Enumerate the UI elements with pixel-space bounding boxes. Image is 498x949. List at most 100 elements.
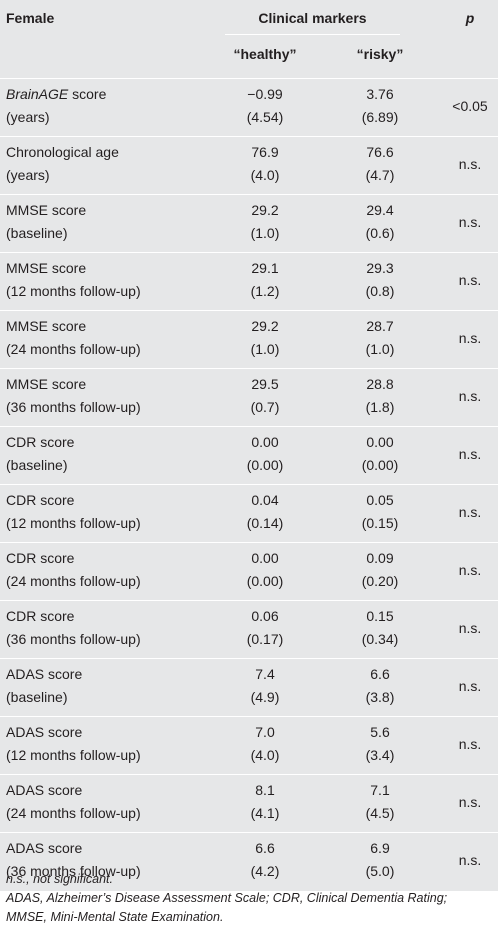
footnote-ns: n.s., not significant. (6, 872, 114, 886)
cell-risky-mean: 76.6 (366, 144, 394, 160)
footnote-abbreviations: ADAS, Alzheimer’s Disease Assessment Sca… (6, 891, 448, 905)
cell-p-value: n.s. (458, 446, 482, 462)
row-divider (0, 426, 498, 427)
cell-healthy-sd: (4.2) (250, 863, 280, 879)
cell-healthy-sd: (1.0) (250, 341, 280, 357)
cell-healthy-sd: (0.7) (250, 399, 280, 415)
cell-healthy-sd: (4.9) (250, 689, 280, 705)
cell-healthy-mean: 6.6 (255, 840, 275, 856)
row-divider (0, 194, 498, 195)
row-measure-sublabel: (24 months follow-up) (6, 341, 141, 357)
row-divider (0, 484, 498, 485)
row-divider (0, 774, 498, 775)
column-group-clinical-markers: Clinical markers (258, 10, 367, 26)
cell-p-value: <0.05 (452, 98, 488, 114)
cell-healthy-sd: (0.00) (246, 457, 284, 473)
row-measure-label: MMSE score (6, 260, 87, 276)
row-divider (0, 832, 498, 833)
column-header-risky: “risky” (356, 46, 404, 62)
cell-p-value: n.s. (458, 330, 482, 346)
cell-healthy-mean: 0.00 (251, 550, 279, 566)
cell-risky-sd: (0.20) (361, 573, 399, 589)
row-measure-sublabel: (years) (6, 109, 50, 125)
row-measure-sublabel: (36 months follow-up) (6, 631, 141, 647)
cell-risky-sd: (6.89) (361, 109, 399, 125)
cell-risky-sd: (3.8) (365, 689, 395, 705)
cell-p-value: n.s. (458, 736, 482, 752)
row-divider (0, 658, 498, 659)
row-divider (0, 78, 498, 79)
row-measure-sublabel: (years) (6, 167, 50, 183)
row-measure-label: MMSE score (6, 318, 87, 334)
row-measure-sublabel: (36 months follow-up) (6, 863, 141, 879)
cell-risky-mean: 0.09 (366, 550, 394, 566)
table-row: CDR score (36 months follow-up) 0.06 (0.17)… (0, 601, 498, 659)
cell-risky-mean: 7.1 (370, 782, 390, 798)
cell-healthy-mean: 29.2 (251, 318, 279, 334)
cell-healthy-sd: (0.00) (246, 573, 284, 589)
cell-p-value: n.s. (458, 388, 482, 404)
cell-risky-sd: (1.8) (365, 399, 395, 415)
table-row: ADAS score (36 months follow-up) 6.6 (4.2) 6… (0, 833, 498, 891)
cell-risky-mean: 0.15 (366, 608, 394, 624)
table-header: Female Clinical markers p “healthy” “ris… (0, 0, 498, 78)
table-row: MMSE score (36 months follow-up) 29.5 (0.7)… (0, 369, 498, 427)
cell-healthy-sd: (1.2) (250, 283, 280, 299)
cell-risky-sd: (1.0) (365, 341, 395, 357)
row-divider (0, 542, 498, 543)
row-measure-label: BrainAGE score (6, 84, 106, 104)
table-row: CDR score (baseline) 0.00 (0.00) 0.00 (0.00) n… (0, 427, 498, 485)
cell-healthy-mean: 29.5 (251, 376, 279, 392)
column-header-healthy: “healthy” (233, 46, 297, 62)
row-divider (0, 716, 498, 717)
table-row: ADAS score (baseline) 7.4 (4.9) 6.6 (3.8) n.s. (0, 659, 498, 717)
cell-healthy-mean: 0.00 (251, 434, 279, 450)
cell-p-value: n.s. (458, 852, 482, 868)
footnote-mmse: MMSE, Mini-Mental State Examination. (6, 910, 224, 924)
row-measure-label: CDR score (6, 608, 75, 624)
table-row: BrainAGE score (years) −0.99 (4.54) 3.76 (6.8… (0, 79, 498, 137)
table-row: MMSE score (12 months follow-up) 29.1 (1.2)… (0, 253, 498, 311)
row-measure-sublabel: (24 months follow-up) (6, 805, 141, 821)
cell-risky-sd: (5.0) (365, 863, 395, 879)
table-footnotes: n.s., not significant. ADAS, Alzheimer’s… (6, 870, 496, 927)
row-measure-label: ADAS score (6, 782, 83, 798)
cell-p-value: n.s. (458, 794, 482, 810)
cell-p-value: n.s. (458, 504, 482, 520)
cell-risky-sd: (0.15) (361, 515, 399, 531)
row-measure-sublabel: (baseline) (6, 225, 68, 241)
table-row: CDR score (12 months follow-up) 0.04 (0.14)… (0, 485, 498, 543)
cell-healthy-sd: (1.0) (250, 225, 280, 241)
row-measure-label: MMSE score (6, 202, 87, 218)
table-row: ADAS score (12 months follow-up) 7.0 (4.0) 5… (0, 717, 498, 775)
row-measure-label: CDR score (6, 492, 75, 508)
row-divider (0, 600, 498, 601)
cell-risky-mean: 29.3 (366, 260, 394, 276)
cell-healthy-mean: 7.0 (255, 724, 275, 740)
cell-risky-mean: 29.4 (366, 202, 394, 218)
cell-risky-sd: (4.5) (365, 805, 395, 821)
cell-healthy-sd: (0.14) (246, 515, 284, 531)
row-measure-sublabel: (baseline) (6, 689, 68, 705)
cell-risky-mean: 6.6 (370, 666, 390, 682)
row-measure-label: ADAS score (6, 724, 83, 740)
row-measure-italic: BrainAGE (6, 86, 69, 102)
cell-healthy-sd: (4.1) (250, 805, 280, 821)
cell-risky-mean: 0.00 (366, 434, 394, 450)
row-measure-sublabel: (baseline) (6, 457, 68, 473)
cell-risky-mean: 28.8 (366, 376, 394, 392)
cell-risky-sd: (0.8) (365, 283, 395, 299)
cell-risky-sd: (0.6) (365, 225, 395, 241)
row-measure-sublabel: (36 months follow-up) (6, 399, 141, 415)
cell-risky-mean: 5.6 (370, 724, 390, 740)
row-measure-label: Chronological age (6, 144, 119, 160)
table-row: MMSE score (24 months follow-up) 29.2 (1.0)… (0, 311, 498, 369)
cell-healthy-mean: −0.99 (247, 86, 283, 102)
cell-healthy-sd: (4.54) (246, 109, 284, 125)
row-measure-sublabel: (12 months follow-up) (6, 515, 141, 531)
cell-healthy-mean: 7.4 (255, 666, 275, 682)
row-divider (0, 310, 498, 311)
cell-healthy-mean: 0.06 (251, 608, 279, 624)
cell-p-value: n.s. (458, 562, 482, 578)
table-row: Chronological age (years) 76.9 (4.0) 76.6 (4.… (0, 137, 498, 195)
